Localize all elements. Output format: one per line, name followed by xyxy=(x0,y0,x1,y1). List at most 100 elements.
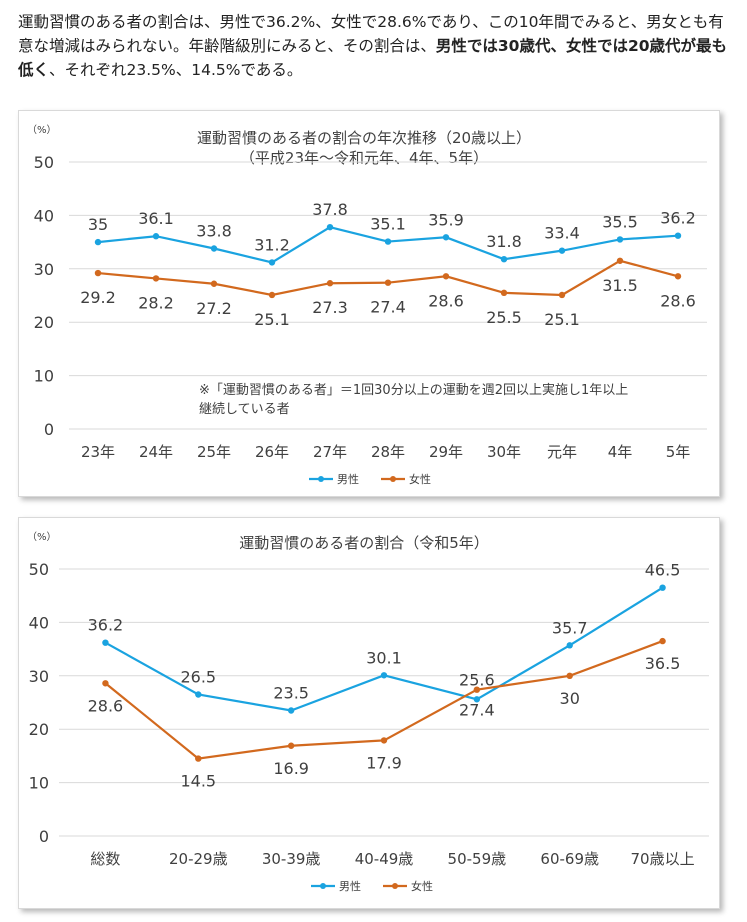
c1-data-label: 35.5 xyxy=(602,212,638,231)
annual-trend-chart-panel: （%） 運動習慣のある者の割合の年次推移（20歳以上） （平成23年～令和元年、… xyxy=(18,110,720,497)
chart2-gridlines xyxy=(59,568,709,837)
c2-data-point xyxy=(195,755,202,762)
c1-data-point xyxy=(326,280,334,287)
c2-y-tick-label: 20 xyxy=(29,720,49,739)
c1-data-point xyxy=(558,291,566,299)
c1-data-label: 33.4 xyxy=(544,224,580,243)
c2-x-tick-label: 30-39歳 xyxy=(262,850,321,868)
c1-data-point xyxy=(326,223,334,231)
c1-y-tick-label: 0 xyxy=(44,420,54,439)
c1-data-label: 25.5 xyxy=(486,308,522,327)
c2-data-label: 16.9 xyxy=(273,759,309,778)
c2-x-tick-label: 20-29歳 xyxy=(169,850,228,868)
c1-data-point xyxy=(210,245,218,252)
chart1-legend: 男性 女性 xyxy=(309,472,431,486)
age-group-chart-panel: （%） 運動習慣のある者の割合（令和5年） 0 10 20 30 40 50 総数 20-2… xyxy=(18,517,720,909)
c1-data-label: 36.1 xyxy=(138,209,174,228)
c2-data-label: 28.6 xyxy=(88,696,124,715)
c1-data-label: 25.1 xyxy=(544,310,580,329)
chart2-legend: 男性 女性 xyxy=(311,879,433,893)
c2-data-label: 36.5 xyxy=(645,654,681,673)
c1-y-tick-label: 10 xyxy=(34,367,54,386)
c2-legend-marker xyxy=(392,883,398,889)
c2-data-point xyxy=(380,737,388,744)
c1-x-tick-label: 24年 xyxy=(139,443,173,461)
c2-y-tick-label: 0 xyxy=(39,827,49,846)
c1-data-label: 31.5 xyxy=(602,276,638,295)
c1-data-point xyxy=(384,279,392,286)
chart1-y-axis: 0 10 20 30 40 50 xyxy=(34,153,54,439)
c1-x-tick-label: 29年 xyxy=(429,443,463,461)
c1-data-label: 28.2 xyxy=(138,293,174,312)
c1-series-line-female xyxy=(97,259,679,297)
chart1-note-line-1: ※「運動習慣のある者」＝1回30分以上の運動を週2回以上実施し1年以上 xyxy=(199,382,628,398)
c1-data-point xyxy=(152,275,160,282)
chart1-series xyxy=(94,223,682,299)
chart1-title: 運動習慣のある者の割合の年次推移（20歳以上） xyxy=(197,129,531,147)
c1-data-label: 27.3 xyxy=(312,298,348,317)
c1-data-point xyxy=(94,238,102,246)
c1-data-point xyxy=(384,238,392,245)
c1-data-point xyxy=(674,273,682,280)
c2-data-label: 46.5 xyxy=(645,561,681,580)
chart2-series xyxy=(102,584,666,762)
chart1-gridlines xyxy=(69,161,707,430)
c2-data-point xyxy=(287,707,295,714)
c1-y-tick-label: 30 xyxy=(34,260,54,279)
c2-data-label: 17.9 xyxy=(366,753,402,772)
c1-data-label: 28.6 xyxy=(660,291,696,310)
c1-y-tick-label: 40 xyxy=(34,206,54,225)
c2-data-point xyxy=(473,696,481,703)
c1-x-tick-label: 5年 xyxy=(666,443,691,461)
chart2-title: 運動習慣のある者の割合（令和5年） xyxy=(239,534,489,552)
c1-y-tick-label: 50 xyxy=(34,153,54,172)
c1-data-point xyxy=(442,273,450,280)
c1-data-label: 35.9 xyxy=(428,210,464,229)
c2-x-tick-label: 40-49歳 xyxy=(355,850,414,868)
c1-x-tick-label: 25年 xyxy=(197,443,231,461)
c1-x-tick-label: 28年 xyxy=(371,443,405,461)
c1-x-tick-label: 27年 xyxy=(313,443,347,461)
c1-data-point xyxy=(616,257,624,264)
c1-data-label: 27.4 xyxy=(370,298,406,317)
c2-data-label: 30 xyxy=(560,689,580,708)
c2-data-label: 14.5 xyxy=(180,772,216,791)
c2-x-tick-label: 60-69歳 xyxy=(540,850,599,868)
chart2-data-labels: 36.2 26.5 23.5 30.1 25.6 35.7 46.5 28.6 14.5 16.9… xyxy=(88,561,681,791)
c1-data-point xyxy=(558,247,566,254)
c1-data-label: 28.6 xyxy=(428,291,464,310)
c1-x-tick-label: 4年 xyxy=(608,443,633,461)
c1-data-point xyxy=(616,236,624,243)
c2-y-tick-label: 40 xyxy=(29,613,49,632)
c2-data-label: 23.5 xyxy=(273,684,309,703)
c1-data-point xyxy=(268,291,276,299)
chart1-unit: （%） xyxy=(27,124,57,136)
intro-bold: 男性では30歳代、女性では20歳代が最も低く xyxy=(18,37,728,79)
c1-data-label: 35.1 xyxy=(370,215,406,234)
c2-legend-marker xyxy=(320,883,326,889)
c2-data-point xyxy=(102,680,109,687)
c2-data-point xyxy=(195,691,202,698)
c2-legend-label: 男性 xyxy=(339,879,361,893)
c2-x-tick-label: 70歳以上 xyxy=(631,850,695,868)
c2-legend-label: 女性 xyxy=(411,879,433,893)
c1-data-point xyxy=(674,232,682,239)
c2-data-label: 30.1 xyxy=(366,648,402,667)
intro-part-1: 運動習慣のある者の割合は、男性で36.2%、女性で28.6%であり、この10年間… xyxy=(18,13,724,55)
c2-data-label: 26.5 xyxy=(180,667,216,686)
c1-data-label: 37.8 xyxy=(312,200,348,219)
c2-data-point xyxy=(287,742,295,749)
c2-x-tick-label: 50-59歳 xyxy=(448,850,507,868)
c1-data-point xyxy=(94,269,102,277)
intro-part-2: 、それぞれ23.5%、14.5%である。 xyxy=(49,61,303,79)
c1-data-point xyxy=(152,233,160,240)
age-group-chart: （%） 運動習慣のある者の割合（令和5年） 0 10 20 30 40 50 総数 20-2… xyxy=(27,531,709,893)
c1-x-tick-label: 30年 xyxy=(487,443,521,461)
c2-data-point xyxy=(380,672,388,679)
c1-x-tick-label: 23年 xyxy=(81,443,115,461)
c2-y-tick-label: 50 xyxy=(29,560,49,579)
c1-data-label: 31.8 xyxy=(486,232,522,251)
c1-data-label: 31.2 xyxy=(254,235,290,254)
c2-data-point xyxy=(473,686,481,693)
c1-data-label: 25.1 xyxy=(254,310,290,329)
